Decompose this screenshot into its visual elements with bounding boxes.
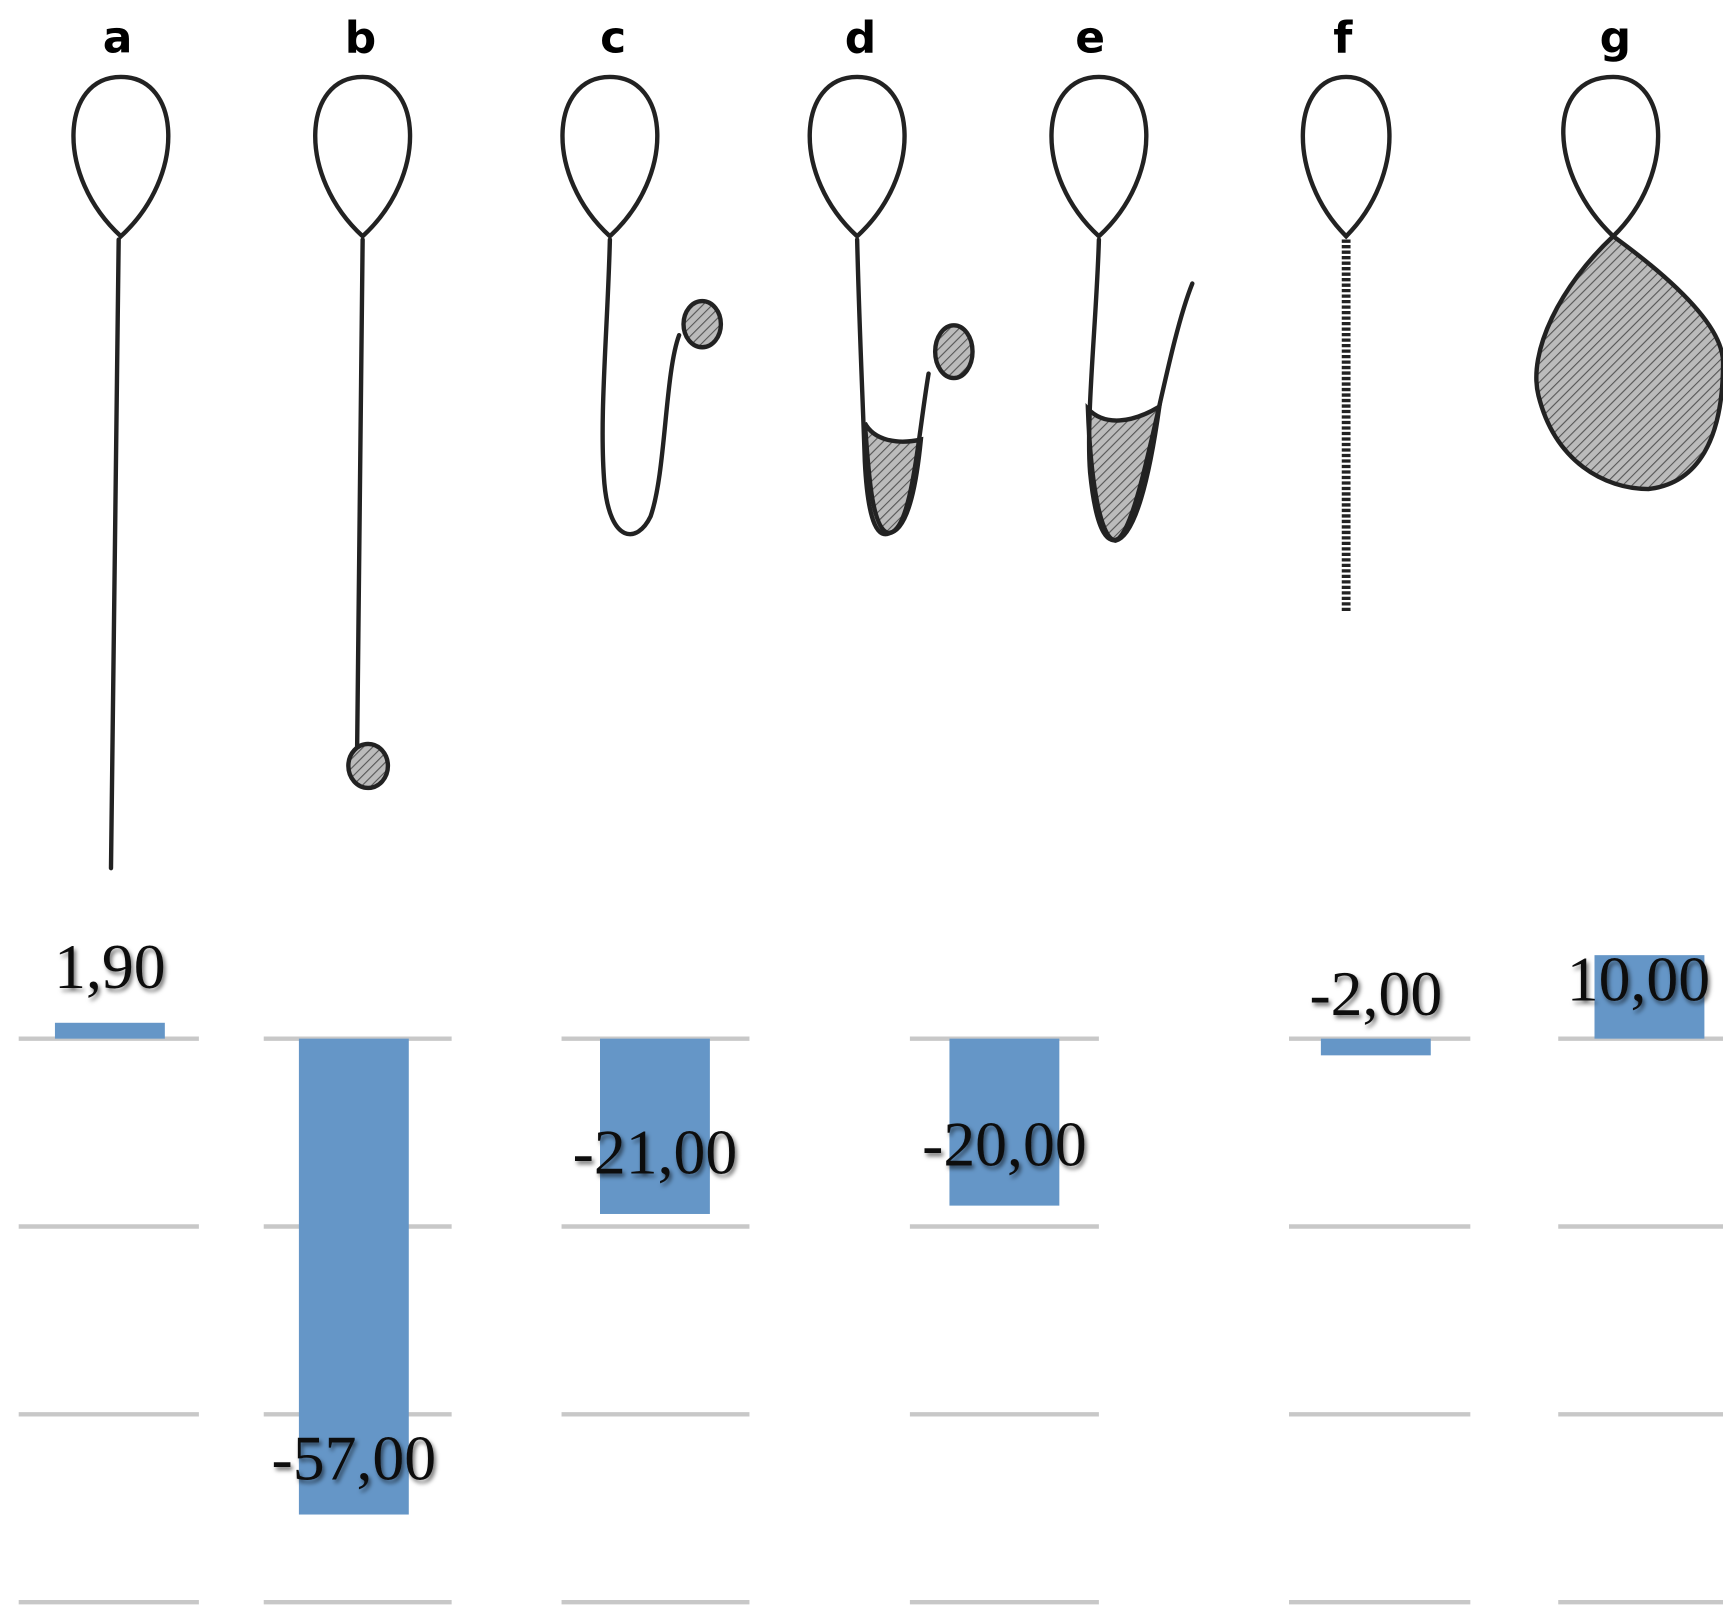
droplet <box>681 298 724 350</box>
sperm-g <box>1561 74 1661 240</box>
illustrations <box>71 74 1723 871</box>
sperm-d <box>807 74 931 537</box>
droplet <box>346 741 391 791</box>
value-label: -20,00 <box>922 1108 1087 1179</box>
category-label: e <box>1075 13 1105 64</box>
sperm-c <box>560 74 682 537</box>
bar <box>1594 955 1705 1039</box>
category-label: a <box>103 13 133 64</box>
value-label: -57,00 <box>272 1423 437 1494</box>
value-label: 1,90 <box>54 931 166 1002</box>
category-label: b <box>345 13 376 64</box>
sperm-a <box>71 74 171 871</box>
sperm-g-body <box>1534 233 1723 492</box>
value-label: -2,00 <box>1309 958 1442 1029</box>
category-label: d <box>845 13 876 64</box>
category-label: f <box>1333 13 1353 64</box>
sperm-b <box>313 74 413 750</box>
sperm-e <box>1049 74 1195 543</box>
bar <box>298 1038 409 1515</box>
category-label: c <box>600 13 626 64</box>
bar <box>1320 1038 1431 1056</box>
bar <box>599 1038 710 1214</box>
sperm-f <box>1300 74 1392 240</box>
category-label: g <box>1600 13 1631 64</box>
value-label: 10,00 <box>1567 944 1710 1015</box>
bar <box>949 1038 1060 1206</box>
bar <box>54 1022 165 1039</box>
value-label: -21,00 <box>573 1117 738 1188</box>
droplet <box>932 323 975 381</box>
sperm-e-fill <box>1085 402 1163 543</box>
